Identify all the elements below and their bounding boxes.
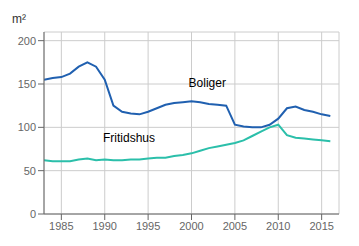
- svg-text:1990: 1990: [92, 220, 116, 232]
- svg-text:150: 150: [18, 78, 36, 90]
- html-text:Boliger: Boliger: [188, 76, 226, 90]
- html-text:Fritidshus: Fritidshus: [103, 130, 155, 145]
- svg-text:50: 50: [24, 165, 36, 177]
- svg-text:1985: 1985: [49, 220, 73, 232]
- svg-text:2000: 2000: [179, 220, 203, 232]
- svg-text:1995: 1995: [136, 220, 160, 232]
- svg-text:2015: 2015: [309, 220, 333, 232]
- svg-text:2005: 2005: [223, 220, 247, 232]
- html-text:m²: m²: [12, 12, 26, 26]
- svg-text:2010: 2010: [266, 220, 290, 232]
- svg-text:100: 100: [18, 121, 36, 133]
- svg-text:200: 200: [18, 35, 36, 47]
- svg-text:0: 0: [30, 208, 36, 220]
